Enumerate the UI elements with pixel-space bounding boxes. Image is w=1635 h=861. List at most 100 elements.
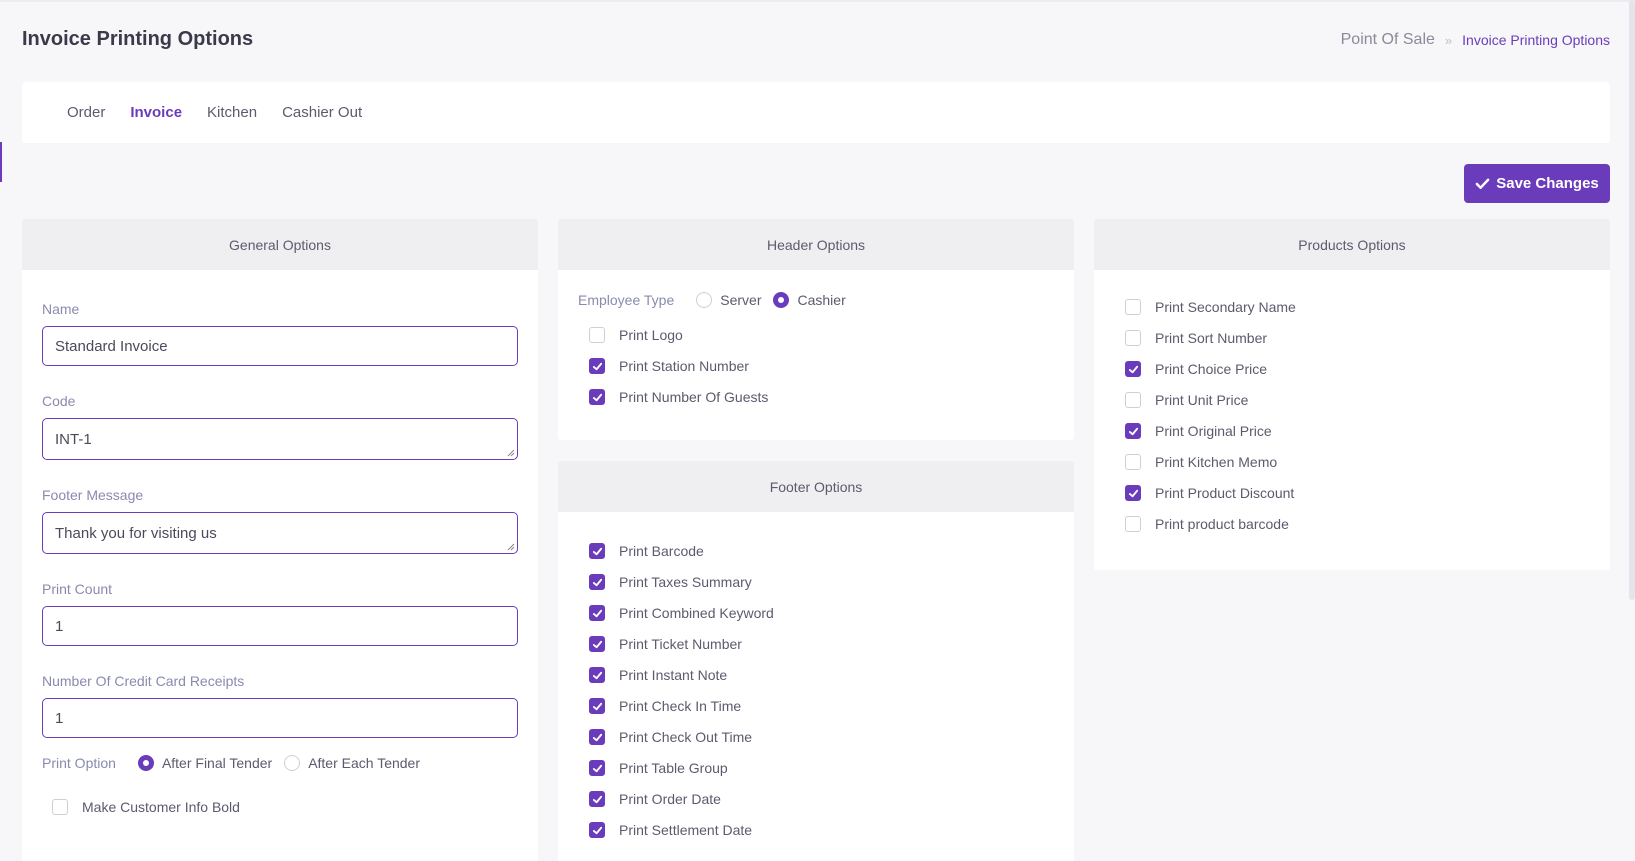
- checkbox-label: Print Number Of Guests: [619, 389, 769, 405]
- save-changes-label: Save Changes: [1496, 175, 1599, 192]
- print-count-input[interactable]: 1: [42, 606, 518, 646]
- checkbox-print-logo[interactable]: Print Logo: [589, 327, 683, 343]
- checkbox-label: Print Station Number: [619, 358, 749, 374]
- checkbox-label: Print product barcode: [1155, 516, 1289, 532]
- page-scrollbar[interactable]: [1629, 0, 1635, 600]
- radio-unselected-icon[interactable]: [284, 755, 301, 771]
- checkbox-print-ticket-number[interactable]: Print Ticket Number: [589, 636, 742, 652]
- checkbox-label: Print Kitchen Memo: [1155, 454, 1278, 470]
- checkbox-print-unit-price[interactable]: Print Unit Price: [1125, 392, 1248, 408]
- checkbox-checked-icon[interactable]: [589, 698, 605, 714]
- resize-grip-icon[interactable]: [507, 543, 515, 551]
- checkbox-print-choice-price[interactable]: Print Choice Price: [1125, 361, 1267, 377]
- checkbox-checked-icon[interactable]: [589, 667, 605, 683]
- employee-type-group: Employee Type Server Cashier: [578, 292, 858, 308]
- radio-selected-icon[interactable]: [773, 292, 790, 308]
- checkbox-print-station-number[interactable]: Print Station Number: [589, 358, 749, 374]
- checkbox-checked-icon[interactable]: [589, 358, 605, 374]
- code-textarea[interactable]: INT-1: [42, 418, 518, 460]
- code-value: INT-1: [55, 430, 92, 448]
- checkbox-checked-icon[interactable]: [1125, 361, 1141, 377]
- checkbox-checked-icon[interactable]: [1125, 485, 1141, 501]
- credit-receipts-label: Number Of Credit Card Receipts: [42, 673, 245, 689]
- save-changes-button[interactable]: Save Changes: [1464, 164, 1610, 203]
- tabs-bar: Order Invoice Kitchen Cashier Out: [22, 82, 1610, 143]
- page-title: Invoice Printing Options: [22, 28, 254, 50]
- radio-after-final-tender[interactable]: After Final Tender: [137, 755, 272, 771]
- radio-server[interactable]: Server: [696, 292, 761, 308]
- tab-invoice[interactable]: Invoice: [130, 104, 183, 121]
- general-options-header: General Options: [22, 219, 538, 270]
- checkbox-unchecked-icon[interactable]: [52, 799, 68, 815]
- checkbox-checked-icon[interactable]: [589, 605, 605, 621]
- checkbox-print-secondary-name[interactable]: Print Secondary Name: [1125, 299, 1296, 315]
- checkbox-print-order-date[interactable]: Print Order Date: [589, 791, 721, 807]
- print-count-label: Print Count: [42, 581, 113, 597]
- checkbox-unchecked-icon[interactable]: [589, 327, 605, 343]
- breadcrumb-root-link[interactable]: Point Of Sale: [1340, 31, 1435, 48]
- checkbox-checked-icon[interactable]: [589, 636, 605, 652]
- checkbox-print-instant-note[interactable]: Print Instant Note: [589, 667, 727, 683]
- name-input[interactable]: Standard Invoice: [42, 326, 518, 366]
- checkbox-label: Print Order Date: [619, 791, 721, 807]
- checkbox-checked-icon[interactable]: [589, 574, 605, 590]
- credit-receipts-input[interactable]: 1: [42, 698, 518, 738]
- checkbox-print-original-price[interactable]: Print Original Price: [1125, 423, 1272, 439]
- checkbox-checked-icon[interactable]: [589, 760, 605, 776]
- checkbox-print-table-group[interactable]: Print Table Group: [589, 760, 728, 776]
- radio-selected-icon[interactable]: [137, 755, 154, 771]
- checkbox-print-product-discount[interactable]: Print Product Discount: [1125, 485, 1294, 501]
- name-label: Name: [42, 301, 80, 317]
- checkbox-checked-icon[interactable]: [589, 791, 605, 807]
- breadcrumb: Point Of Sale » Invoice Printing Options: [1341, 31, 1610, 49]
- footer-message-label: Footer Message: [42, 487, 144, 503]
- checkbox-label: Print Check Out Time: [619, 729, 753, 745]
- checkbox-label: Print Settlement Date: [619, 822, 753, 838]
- tab-order[interactable]: Order: [67, 104, 106, 121]
- checkbox-label: Print Choice Price: [1155, 361, 1268, 377]
- checkbox-print-check-in-time[interactable]: Print Check In Time: [589, 698, 741, 714]
- checkbox-print-settlement-date[interactable]: Print Settlement Date: [589, 822, 752, 838]
- radio-option-label: Cashier: [797, 292, 846, 308]
- checkbox-print-taxes-summary[interactable]: Print Taxes Summary: [589, 574, 752, 590]
- employee-type-label: Employee Type: [578, 292, 675, 308]
- general-options-panel: General Options Name Standard Invoice Co…: [22, 219, 538, 861]
- checkbox-print-sort-number[interactable]: Print Sort Number: [1125, 330, 1267, 346]
- checkbox-print-number-of-guests[interactable]: Print Number Of Guests: [589, 389, 768, 405]
- checkbox-label: Print Barcode: [619, 543, 704, 559]
- resize-grip-icon[interactable]: [507, 449, 515, 457]
- checkbox-print-combined-keyword[interactable]: Print Combined Keyword: [589, 605, 774, 621]
- footer-message-textarea[interactable]: Thank you for visiting us: [42, 512, 518, 554]
- checkbox-unchecked-icon[interactable]: [1125, 516, 1141, 532]
- checkbox-print-product-barcode[interactable]: Print product barcode: [1125, 516, 1289, 532]
- checkbox-label: Print Instant Note: [619, 667, 728, 683]
- radio-cashier[interactable]: Cashier: [773, 292, 846, 308]
- checkbox-unchecked-icon[interactable]: [1125, 299, 1141, 315]
- checkbox-checked-icon[interactable]: [589, 543, 605, 559]
- footer-message-value: Thank you for visiting us: [55, 524, 217, 542]
- checkbox-checked-icon[interactable]: [589, 389, 605, 405]
- checkbox-checked-icon[interactable]: [589, 729, 605, 745]
- checkbox-checked-icon[interactable]: [589, 822, 605, 838]
- checkbox-label: Print Unit Price: [1155, 392, 1249, 408]
- checkbox-label: Print Check In Time: [619, 698, 742, 714]
- print-option-label: Print Option: [42, 755, 116, 771]
- tab-kitchen[interactable]: Kitchen: [207, 104, 258, 121]
- breadcrumb-separator: »: [1444, 32, 1453, 48]
- checkbox-unchecked-icon[interactable]: [1125, 392, 1141, 408]
- checkbox-print-check-out-time[interactable]: Print Check Out Time: [589, 729, 752, 745]
- checkbox-label: Print Secondary Name: [1155, 299, 1296, 315]
- checkbox-unchecked-icon[interactable]: [1125, 454, 1141, 470]
- checkbox-make-customer-info-bold[interactable]: Make Customer Info Bold: [52, 799, 240, 815]
- products-options-header: Products Options: [1094, 219, 1610, 270]
- checkbox-checked-icon[interactable]: [1125, 423, 1141, 439]
- checkbox-label: Print Original Price: [1155, 423, 1272, 439]
- tab-cashier-out[interactable]: Cashier Out: [282, 104, 363, 121]
- checkbox-print-barcode[interactable]: Print Barcode: [589, 543, 704, 559]
- radio-after-each-tender[interactable]: After Each Tender: [284, 755, 420, 771]
- checkbox-label: Print Sort Number: [1155, 330, 1268, 346]
- checkbox-unchecked-icon[interactable]: [1125, 330, 1141, 346]
- breadcrumb-current: Invoice Printing Options: [1462, 32, 1610, 48]
- checkbox-print-kitchen-memo[interactable]: Print Kitchen Memo: [1125, 454, 1277, 470]
- radio-unselected-icon[interactable]: [696, 292, 713, 308]
